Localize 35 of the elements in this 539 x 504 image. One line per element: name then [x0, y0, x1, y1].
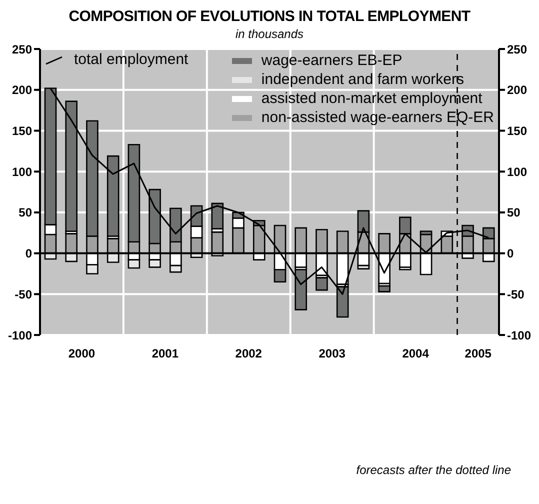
- x-tick-label: 2005: [464, 346, 492, 361]
- chart-title: COMPOSITION OF EVOLUTIONS IN TOTAL EMPLOYMENT: [68, 8, 472, 25]
- bar: [211, 202, 224, 230]
- y2-tick-label: 200: [507, 83, 528, 98]
- text: forecasts after the dotted line: [355, 463, 512, 477]
- legend-label: total employment: [74, 51, 188, 68]
- x-tick-label: 2001: [152, 346, 179, 361]
- y2-tick-label: 150: [507, 124, 528, 138]
- x-tick-label: 2000: [68, 346, 96, 361]
- bar: [316, 277, 328, 291]
- y2-tick-label: -100: [507, 328, 532, 342]
- y-tick-label: 250: [12, 42, 32, 56]
- legend-label: assisted non-market employment: [261, 89, 482, 108]
- y-tick-label: 100: [12, 164, 32, 179]
- y2-tick-label: 100: [507, 164, 528, 179]
- x-tick-label: 2003: [318, 346, 346, 361]
- bar: [378, 285, 390, 292]
- y2-tick-label: -50: [507, 287, 525, 302]
- bar: [106, 155, 120, 237]
- legend-label: wage-earners EB-EP: [261, 51, 402, 70]
- x-tick-label: 2004: [402, 346, 430, 361]
- legend-label: independent and farm workers: [261, 70, 464, 89]
- y-tick-label: 150: [12, 124, 32, 138]
- y-tick-label: -50: [14, 287, 32, 302]
- y-tick-label: 0: [25, 246, 32, 261]
- y2-tick-label: 50: [507, 206, 521, 220]
- y-tick-label: -100: [8, 328, 32, 342]
- x-tick-label: 2002: [235, 346, 262, 361]
- y-tick-label: 50: [18, 206, 32, 220]
- chart-subtitle: in thousands: [234, 27, 305, 41]
- y2-tick-label: 250: [507, 42, 528, 56]
- legend-label: non-assisted wage-earners EQ-ER: [261, 108, 494, 127]
- bar: [65, 100, 78, 232]
- y-tick-label: 200: [12, 83, 32, 98]
- y2-tick-label: 0: [507, 246, 514, 261]
